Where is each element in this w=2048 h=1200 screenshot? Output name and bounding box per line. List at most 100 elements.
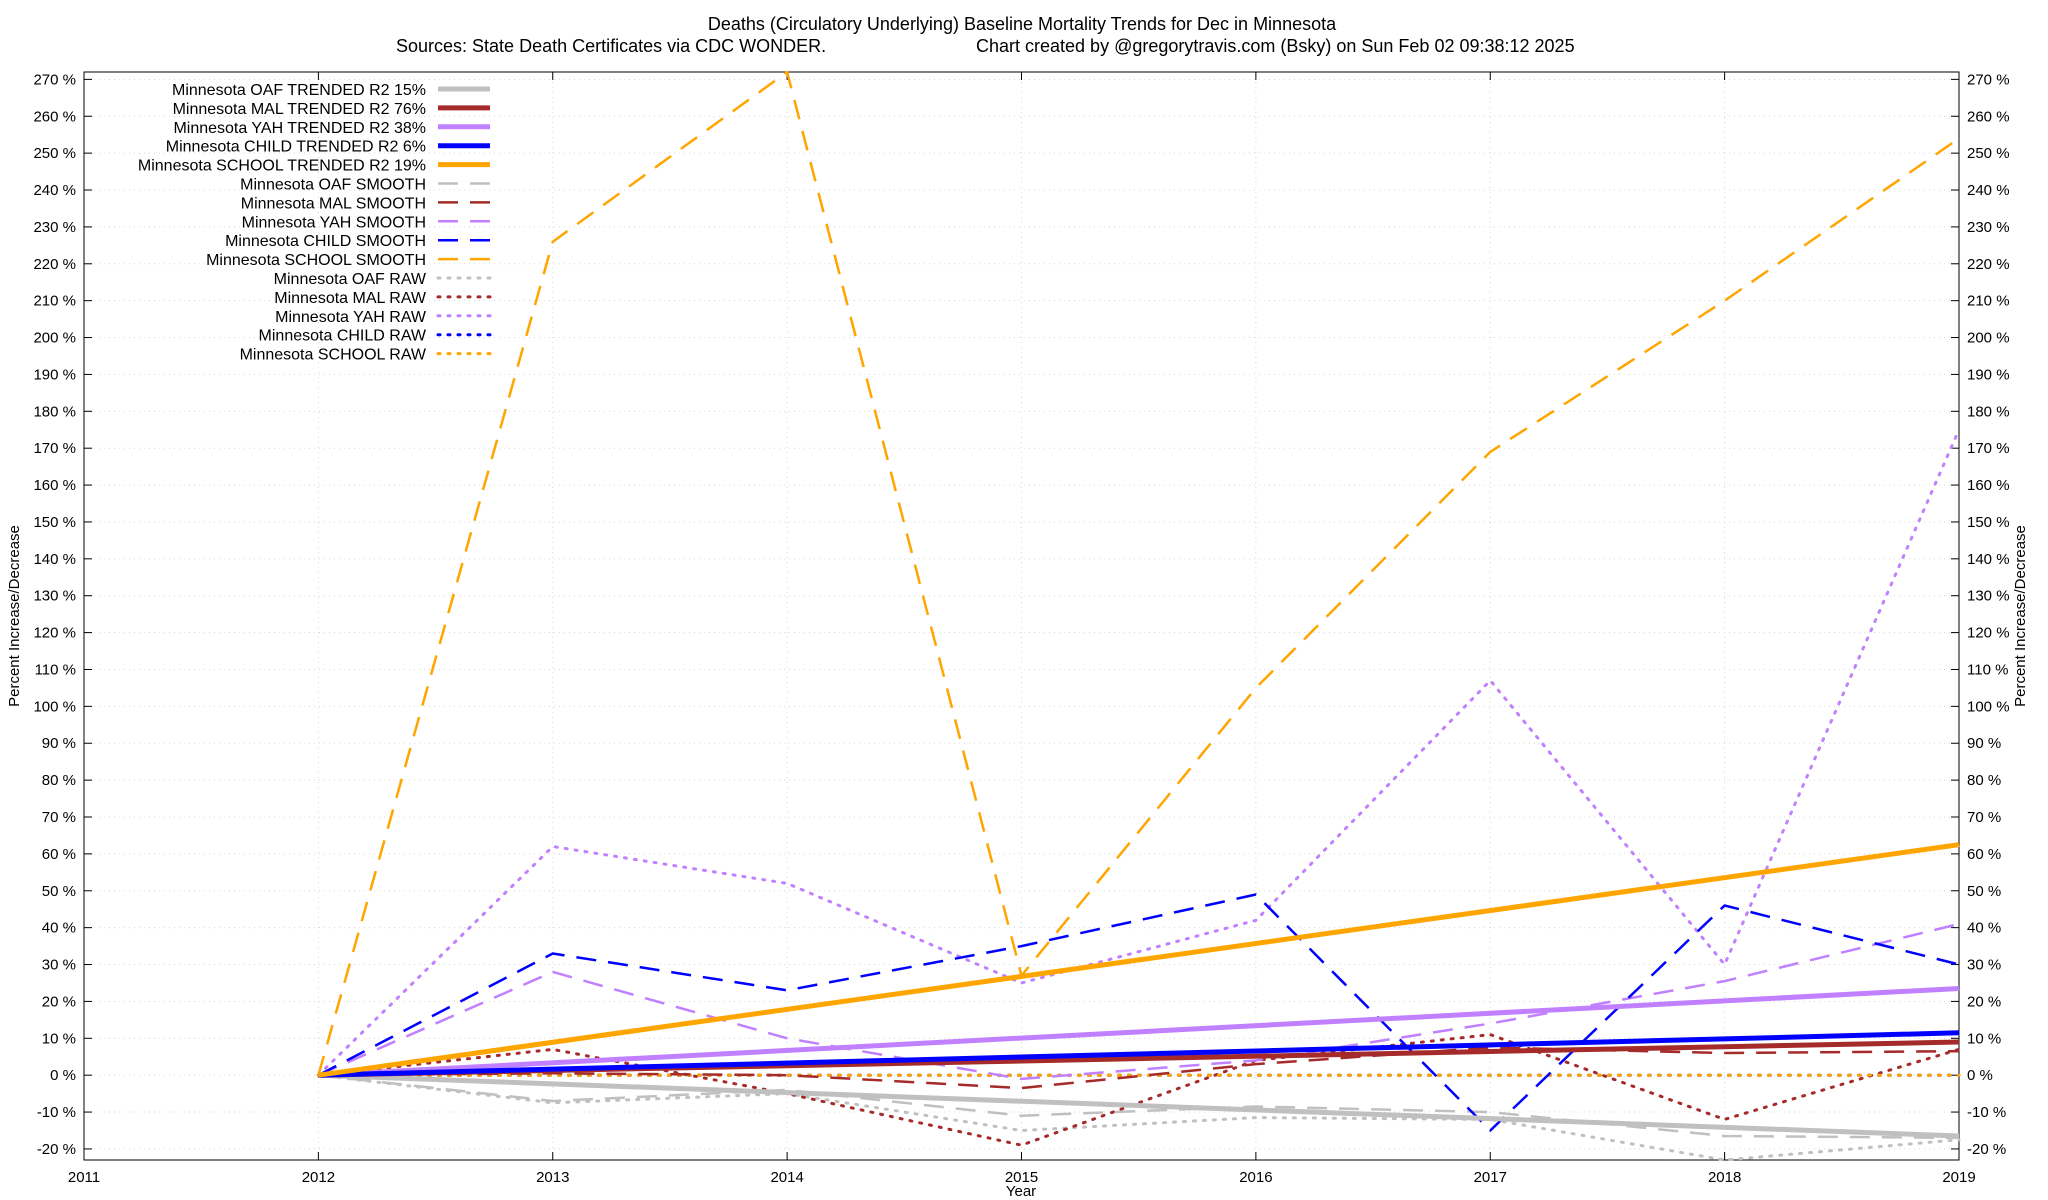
y-tick-label-left: 150 % — [33, 514, 76, 531]
y-tick-label-left: 250 % — [33, 145, 76, 162]
y-tick-label-left: 130 % — [33, 588, 76, 605]
y-tick-label-right: 50 % — [1967, 883, 2001, 900]
y-tick-label-right: 180 % — [1967, 403, 2010, 420]
legend-label: Minnesota YAH RAW — [275, 309, 427, 326]
y-tick-label-left: 170 % — [33, 440, 76, 457]
x-tick-label: 2013 — [536, 1169, 569, 1186]
y-tick-label-left: 220 % — [33, 256, 76, 273]
y-tick-label-right: 190 % — [1967, 366, 2010, 383]
y-tick-label-right: 130 % — [1967, 588, 2010, 605]
chart-title: Deaths (Circulatory Underlying) Baseline… — [708, 14, 1337, 34]
y-tick-label-left: 240 % — [33, 182, 76, 199]
x-tick-label: 2012 — [302, 1169, 335, 1186]
series-line-minnesota-mal-raw — [316, 1033, 1961, 1147]
legend-label: Minnesota OAF SMOOTH — [240, 177, 426, 194]
x-tick-label: 2019 — [1942, 1169, 1975, 1186]
y-tick-label-left: 10 % — [42, 1030, 76, 1047]
y-tick-label-right: 120 % — [1967, 625, 2010, 642]
legend-label: Minnesota CHILD SMOOTH — [225, 233, 426, 250]
y-axis-title-right: Percent Increase/Decrease — [2012, 525, 2029, 707]
y-tick-label-left: 190 % — [33, 366, 76, 383]
y-tick-label-left: 20 % — [42, 993, 76, 1010]
series-line-minnesota-oaf-smooth — [318, 1073, 1960, 1140]
y-tick-label-left: 140 % — [33, 551, 76, 568]
series-line-minnesota-mal-smooth — [318, 1046, 1960, 1090]
y-tick-label-left: 0 % — [50, 1067, 76, 1084]
legend-label: Minnesota YAH TRENDED R2 38% — [173, 120, 426, 137]
y-tick-label-left: 230 % — [33, 219, 76, 236]
y-tick-label-right: 20 % — [1967, 993, 2001, 1010]
y-tick-label-left: 50 % — [42, 883, 76, 900]
y-tick-label-right: 260 % — [1967, 108, 2010, 125]
x-tick-label: 2014 — [770, 1169, 803, 1186]
legend-label: Minnesota OAF TRENDED R2 15% — [172, 82, 426, 99]
legend: Minnesota OAF TRENDED R2 15% Minnesota MA… — [138, 82, 492, 364]
y-tick-label-left: 40 % — [42, 920, 76, 937]
series-line-minnesota-child-smooth — [317, 893, 1960, 1132]
y-tick-label-left: 100 % — [33, 698, 76, 715]
legend-label: Minnesota MAL RAW — [274, 290, 427, 307]
y-tick-label-right: -10 % — [1967, 1104, 2006, 1121]
y-tick-label-left: 180 % — [33, 403, 76, 420]
series-line-minnesota-school-smooth — [317, 70, 1960, 1076]
y-tick-label-right: 170 % — [1967, 440, 2010, 457]
y-tick-label-right: 90 % — [1967, 735, 2001, 752]
y-tick-label-right: 200 % — [1967, 330, 2010, 347]
y-axis-title-left: Percent Increase/Decrease — [6, 525, 23, 707]
y-tick-label-right: 30 % — [1967, 957, 2001, 974]
y-tick-label-left: 200 % — [33, 330, 76, 347]
legend-label: Minnesota SCHOOL SMOOTH — [206, 252, 426, 269]
y-tick-label-right: 70 % — [1967, 809, 2001, 826]
chart-subtitle-left: Sources: State Death Certificates via CD… — [396, 36, 826, 56]
legend-label: Minnesota SCHOOL TRENDED R2 19% — [138, 158, 426, 175]
legend-label: Minnesota CHILD TRENDED R2 6% — [166, 139, 426, 156]
y-tick-label-left: 110 % — [35, 661, 76, 678]
x-tick-label: 2011 — [68, 1169, 100, 1186]
series-line-minnesota-yah-smooth — [317, 922, 1960, 1081]
x-tick-label: 2016 — [1239, 1169, 1272, 1186]
x-axis-title: Year — [1006, 1183, 1036, 1200]
legend-label: Minnesota YAH SMOOTH — [242, 214, 426, 231]
series-line-minnesota-oaf-raw — [316, 1073, 1961, 1162]
series-line-minnesota-school-trended-r2-19 — [318, 842, 1960, 1078]
x-tick-label: 2018 — [1708, 1169, 1741, 1186]
y-tick-label-right: 0 % — [1967, 1067, 1993, 1084]
y-tick-label-left: 70 % — [42, 809, 76, 826]
y-tick-label-right: 220 % — [1967, 256, 2010, 273]
y-tick-label-right: 230 % — [1967, 219, 2010, 236]
y-tick-label-right: 80 % — [1967, 772, 2001, 789]
chart-subtitle-right: Chart created by @gregorytravis.com (Bsk… — [976, 36, 1575, 56]
y-tick-label-right: -20 % — [1967, 1141, 2006, 1158]
y-tick-label-right: 110 % — [1967, 661, 2008, 678]
y-tick-label-right: 100 % — [1967, 698, 2010, 715]
x-tick-label: 2015 — [1005, 1169, 1038, 1186]
y-tick-label-left: 80 % — [42, 772, 76, 789]
y-tick-label-right: 210 % — [1967, 293, 2010, 310]
legend-label: Minnesota CHILD RAW — [259, 328, 427, 345]
y-tick-label-left: 160 % — [33, 477, 76, 494]
y-tick-label-left: 120 % — [33, 625, 76, 642]
y-tick-label-right: 40 % — [1967, 920, 2001, 937]
series-line-minnesota-oaf-trended-r2-15 — [318, 1072, 1960, 1139]
series-line-minnesota-yah-trended-r2-38 — [318, 986, 1960, 1078]
y-tick-label-right: 140 % — [1967, 551, 2010, 568]
series-line-minnesota-child-trended-r2-6 — [318, 1030, 1960, 1078]
x-tick-label: 2017 — [1474, 1169, 1507, 1186]
y-tick-label-right: 240 % — [1967, 182, 2010, 199]
legend-label: Minnesota MAL SMOOTH — [241, 195, 426, 212]
y-tick-label-right: 250 % — [1967, 145, 2010, 162]
y-tick-label-left: 30 % — [42, 957, 76, 974]
y-tick-label-left: 210 % — [33, 293, 76, 310]
y-tick-label-right: 270 % — [1967, 71, 2010, 88]
legend-label: Minnesota OAF RAW — [274, 271, 427, 288]
series-line-minnesota-yah-raw — [316, 428, 1961, 1077]
y-tick-label-left: -20 % — [37, 1141, 76, 1158]
series-layer — [316, 70, 1961, 1162]
y-tick-label-left: 260 % — [33, 108, 76, 125]
legend-label: Minnesota MAL TRENDED R2 76% — [173, 101, 426, 118]
y-tick-label-right: 150 % — [1967, 514, 2010, 531]
y-tick-label-left: -10 % — [37, 1104, 76, 1121]
y-tick-label-left: 270 % — [33, 71, 76, 88]
y-tick-label-right: 10 % — [1967, 1030, 2001, 1047]
